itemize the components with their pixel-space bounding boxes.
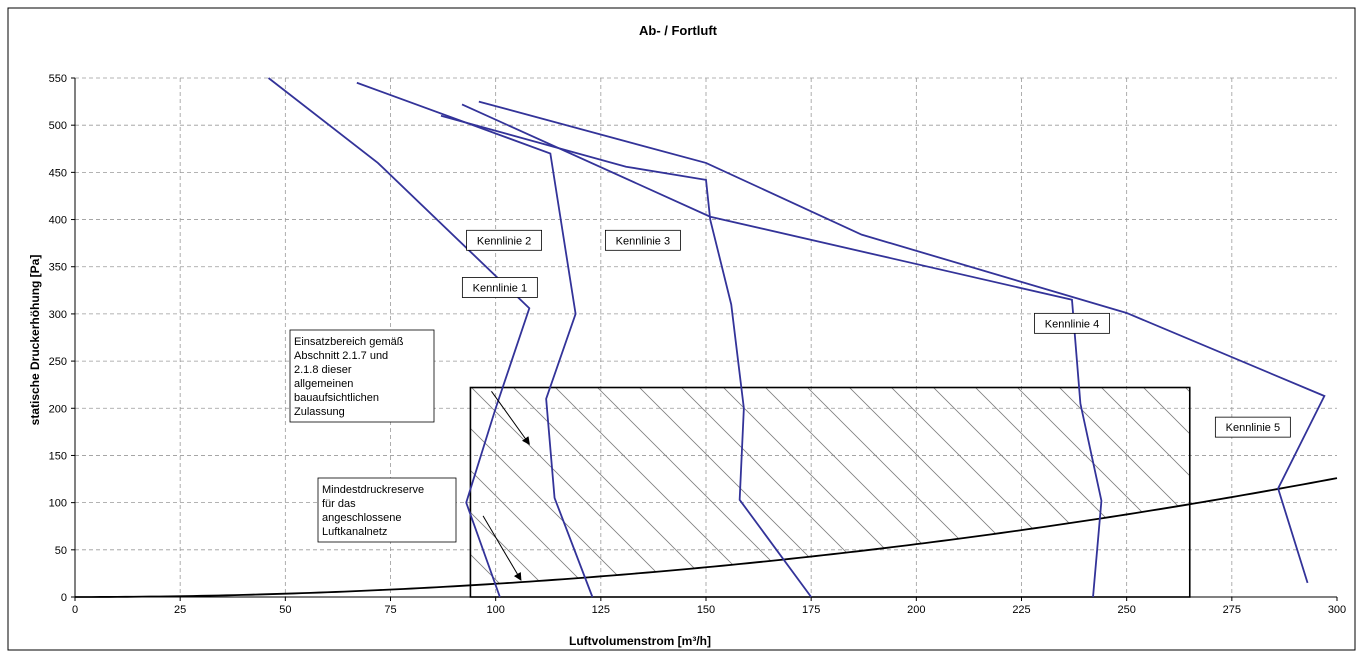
series-label-kennlinie-1: Kennlinie 1 [461, 277, 538, 298]
series-line-kennlinie-4 [461, 103, 1103, 598]
series-label-box [605, 229, 681, 251]
reserve-annotation-line: Luftkanalnetz [322, 526, 387, 538]
y-tick-label: 250 [49, 356, 67, 368]
operating-area-annotation-line: 2.1.8 dieser [294, 364, 352, 376]
series-line-kennlinie-3 [440, 114, 812, 598]
operating-area-hatch [470, 387, 1190, 586]
x-tick-label: 100 [486, 604, 504, 616]
series-label-kennlinie-4: Kennlinie 4 [1034, 312, 1110, 334]
reserve-annotation-line: für das [322, 498, 356, 510]
x-tick-label: 250 [1117, 604, 1135, 616]
reserve-annotation: Mindestdruckreserve für das angeschlossene… [317, 477, 457, 543]
reserve-pointer [482, 515, 522, 581]
x-tick-label: 275 [1223, 604, 1241, 616]
series-label-box [466, 229, 542, 251]
operating-area-annotation-line: Einsatzbereich gemäß [294, 336, 404, 348]
x-tick-label: 50 [279, 604, 291, 616]
x-tick-label: 225 [1012, 604, 1030, 616]
series-line-kennlinie-2 [356, 81, 594, 598]
y-tick-label: 100 [49, 498, 67, 510]
x-tick-label: 75 [384, 604, 396, 616]
reserve-annotation-box [317, 477, 457, 543]
operating-area-annotation-line: Zulassung [294, 406, 345, 418]
series-line-kennlinie-1 [267, 77, 531, 598]
series-label-kennlinie-3: Kennlinie 3 [605, 229, 681, 251]
y-tick-label: 150 [49, 450, 67, 462]
y-tick-label: 0 [61, 592, 67, 604]
y-tick-label: 200 [49, 403, 67, 415]
x-tick-label: 175 [802, 604, 820, 616]
series-label-kennlinie-5: Kennlinie 5 [1214, 416, 1291, 438]
chart-title: Ab- / Fortluft [639, 23, 718, 38]
y-tick-label: 50 [55, 545, 67, 557]
x-tick-label: 125 [592, 604, 610, 616]
y-tick-label: 550 [49, 73, 67, 85]
series-label-kennlinie-2: Kennlinie 2 [466, 229, 542, 251]
x-tick-label: 0 [72, 604, 78, 616]
operating-area-annotation-line: allgemeinen [294, 378, 353, 390]
series-label-text: Kennlinie 4 [1045, 318, 1099, 330]
x-tick-label: 300 [1328, 604, 1346, 616]
y-tick-label: 350 [49, 262, 67, 274]
operating-area-pointer [491, 390, 530, 445]
operating-area-annotation-line: Abschnitt 2.1.7 und [294, 350, 388, 362]
series-label-box [461, 277, 538, 298]
y-tick-label: 400 [49, 215, 67, 227]
operating-area-annotation: Einsatzbereich gemäß Abschnitt 2.1.7 und 2… [289, 329, 435, 423]
y-tick-label: 500 [49, 120, 67, 132]
series-label-text: Kennlinie 5 [1226, 422, 1280, 434]
series-label-text: Kennlinie 2 [477, 235, 531, 247]
operating-area-border [469, 386, 1191, 598]
series-label-box [1034, 312, 1110, 334]
reserve-annotation-line: angeschlossene [322, 512, 402, 524]
y-tick-label: 300 [49, 309, 67, 321]
y-axis-label: statische Druckerhöhung [Pa] [28, 255, 42, 426]
system-curve [74, 477, 1338, 598]
x-tick-label: 150 [697, 604, 715, 616]
series-label-text: Kennlinie 3 [616, 235, 670, 247]
series-label-box [1214, 416, 1291, 438]
operating-area-annotation-box [289, 329, 435, 423]
plot-area: 0 25 50 75 100 125 150 175 200 225 250 275 300 0 50 100… [49, 73, 1347, 616]
series-line-kennlinie-5 [478, 100, 1326, 584]
y-tick-label: 450 [49, 167, 67, 179]
x-axis-label: Luftvolumenstrom [m³/h] [569, 634, 711, 648]
operating-area-annotation-line: bauaufsichtlichen [294, 392, 379, 404]
x-tick-label: 25 [174, 604, 186, 616]
x-tick-label: 200 [907, 604, 925, 616]
reserve-annotation-line: Mindestdruckreserve [322, 484, 424, 496]
series-label-text: Kennlinie 1 [473, 282, 527, 294]
